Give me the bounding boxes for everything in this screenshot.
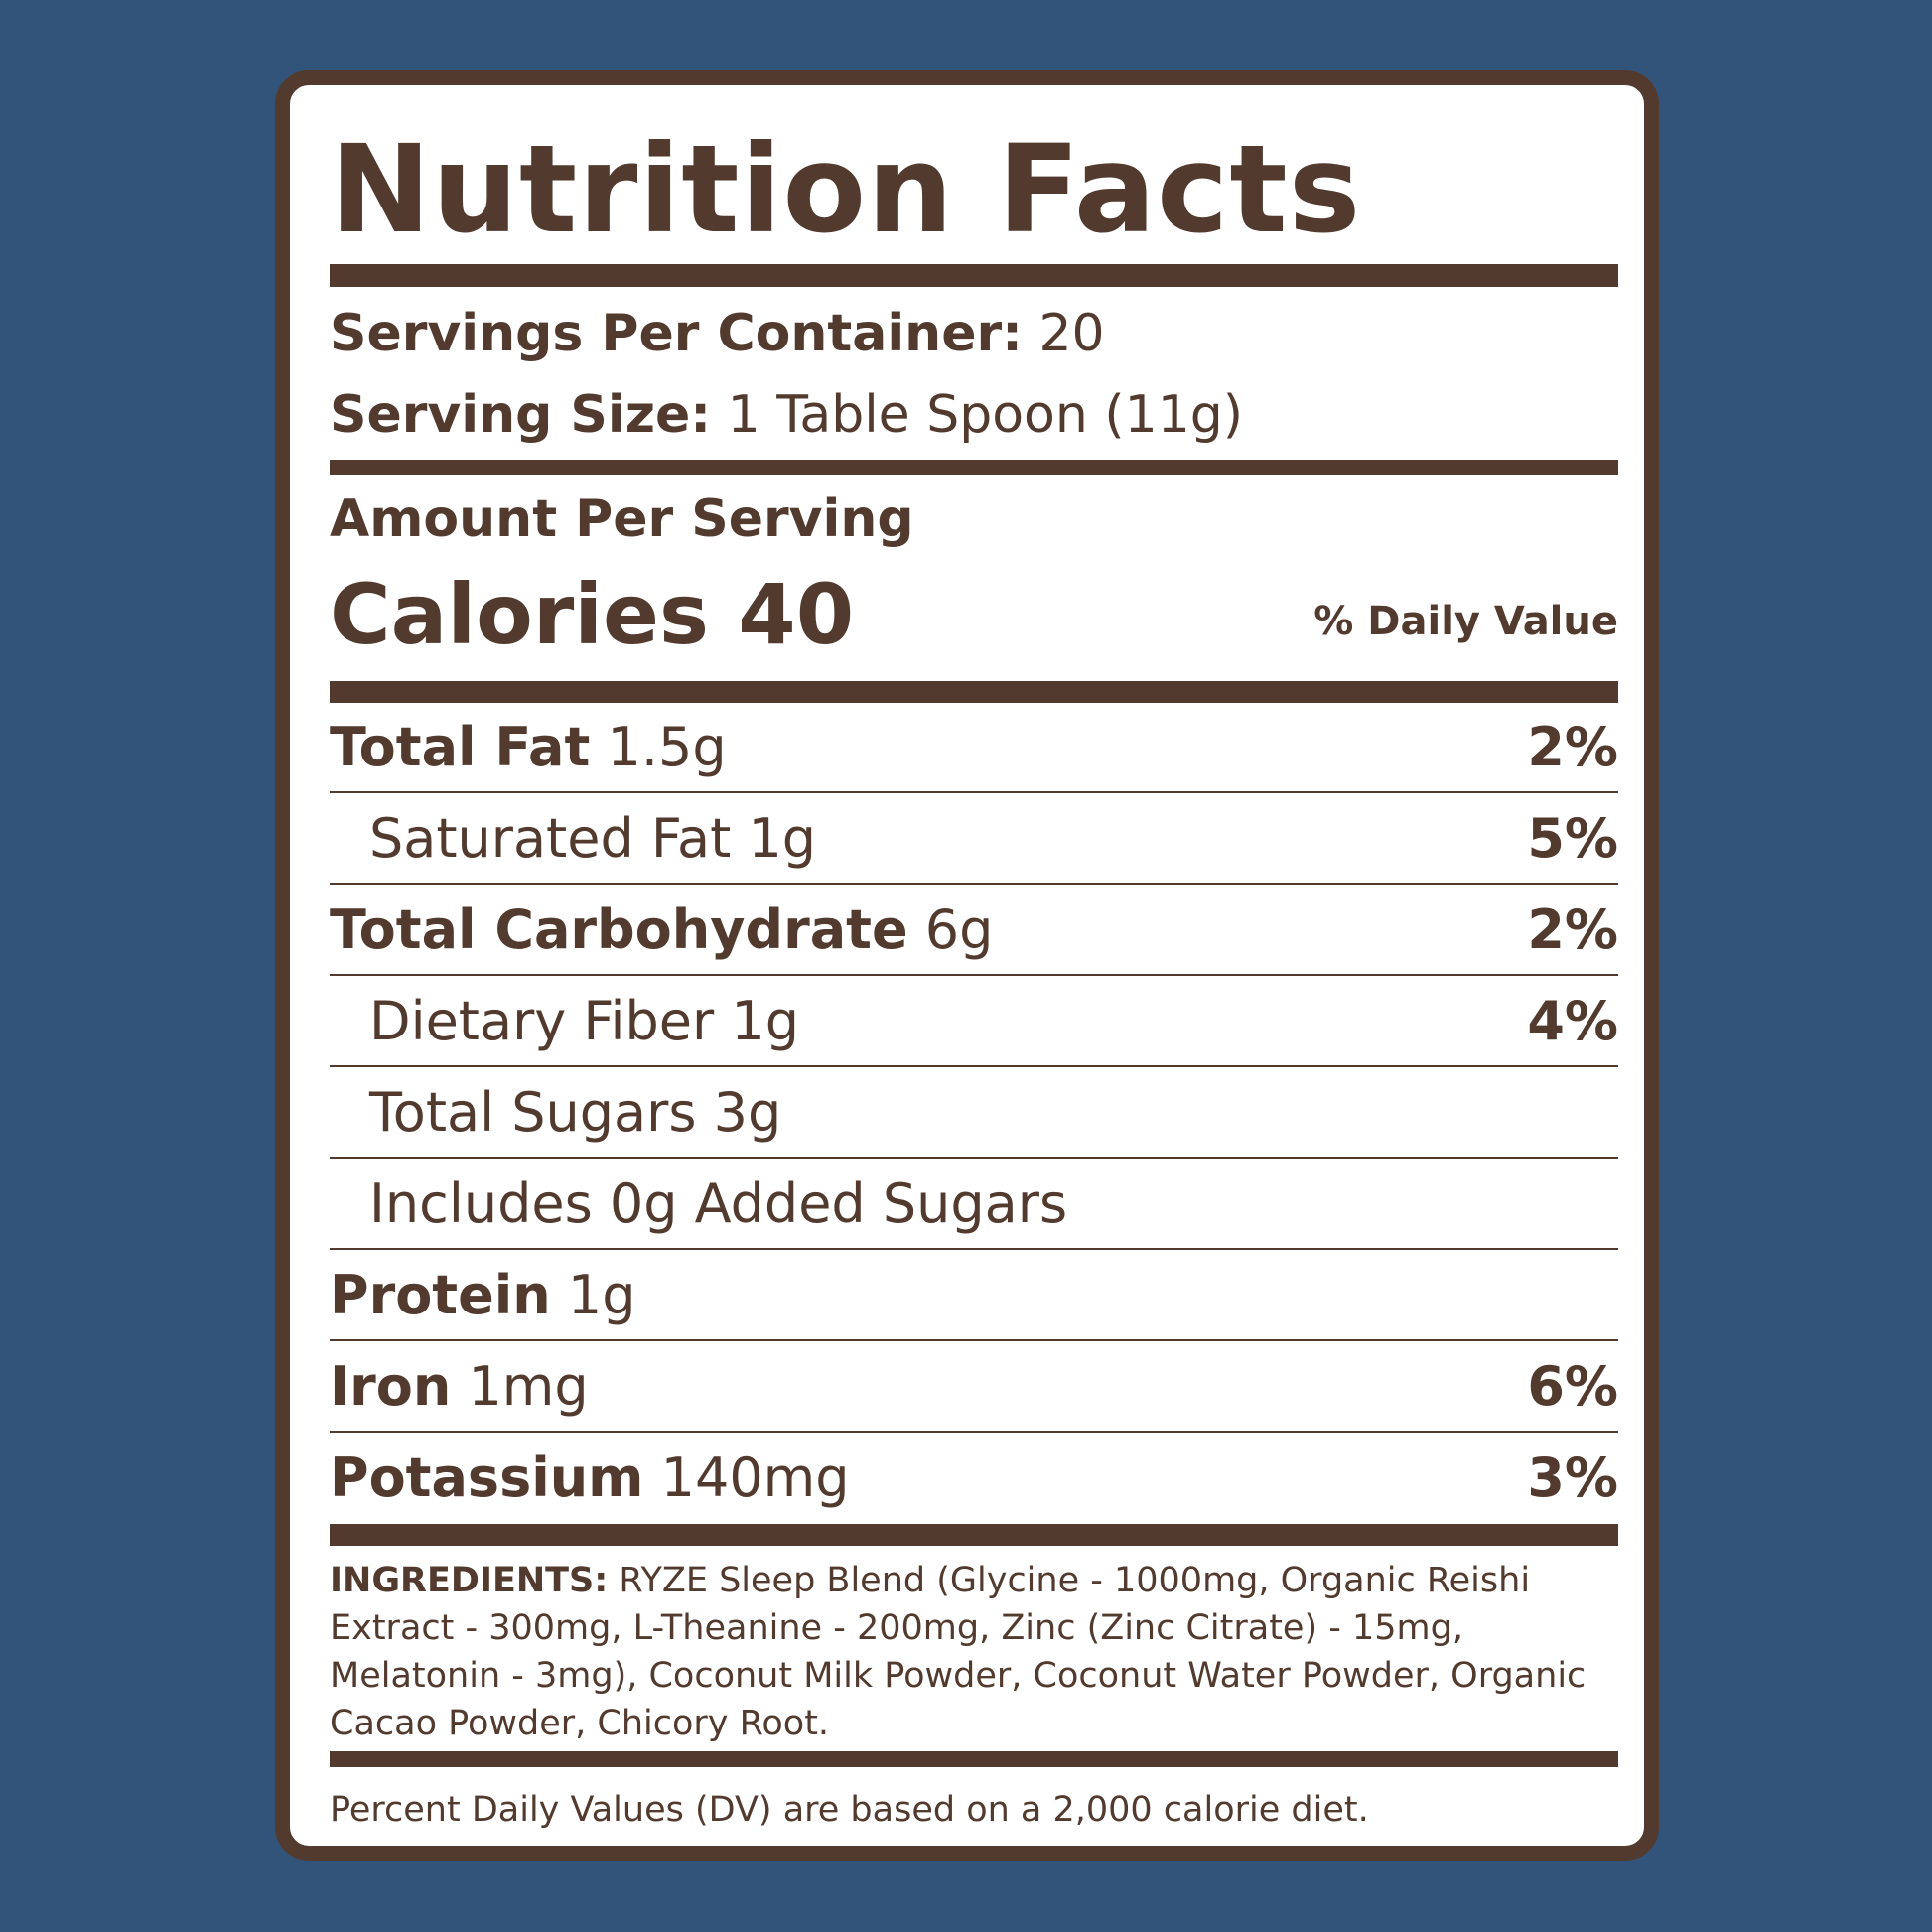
nutrient-name: Total Carbohydrate <box>330 897 908 961</box>
nutrient-dv: 6% <box>1527 1354 1618 1418</box>
nutrient-amount: 1.5g <box>607 715 727 778</box>
nutrient-dv: 2% <box>1527 897 1618 961</box>
nutrient-row-protein: Protein 1g <box>330 1250 1618 1341</box>
medium-divider <box>330 1751 1618 1767</box>
nutrient-dv: 3% <box>1527 1446 1618 1509</box>
nutrient-row-dietary-fiber: Dietary Fiber 1g 4% <box>330 976 1618 1067</box>
daily-value-header: % Daily Value <box>1313 599 1618 644</box>
nutrient-row-total-fat: Total Fat 1.5g 2% <box>330 702 1618 793</box>
nutrient-dv: 5% <box>1527 806 1618 870</box>
servings-label: Servings Per Container: <box>330 304 1023 363</box>
nutrient-amount: 3g <box>713 1080 782 1144</box>
serving-size-label: Serving Size: <box>330 385 712 445</box>
thick-divider <box>330 264 1618 287</box>
nutrient-dv: 4% <box>1527 989 1618 1052</box>
nutrient-row-total-carbohydrate: Total Carbohydrate 6g 2% <box>330 885 1618 976</box>
nutrient-list: Total Fat 1.5g 2% Saturated Fat 1g 5% Tota… <box>330 702 1618 1522</box>
nutrient-amount: 1g <box>731 989 800 1052</box>
nutrient-amount: 1mg <box>468 1354 589 1418</box>
nutrient-dv: 2% <box>1527 715 1618 778</box>
nutrient-row-total-sugars: Total Sugars 3g <box>330 1067 1618 1159</box>
ingredients-text: RYZE Sleep Blend (Glycine - 1000mg, Orga… <box>330 1561 1587 1743</box>
ingredients-label: INGREDIENTS: <box>330 1561 609 1600</box>
nutrient-row-added-sugars: Includes 0g Added Sugars <box>330 1159 1618 1250</box>
nutrient-amount: 1g <box>567 1263 636 1326</box>
servings-value: 20 <box>1038 304 1105 363</box>
thick-divider <box>330 1524 1618 1546</box>
amount-per-serving: Amount Per Serving <box>330 489 914 549</box>
nutrient-amount: 140mg <box>660 1446 850 1509</box>
nutrient-row-iron: Iron 1mg 6% <box>330 1341 1618 1433</box>
nutrient-name: Iron <box>330 1354 452 1418</box>
nutrition-facts-panel: Nutrition Facts Servings Per Container: … <box>275 70 1659 1861</box>
nutrient-name: Total Sugars <box>369 1080 697 1144</box>
nutrient-row-potassium: Potassium 140mg 3% <box>330 1433 1618 1522</box>
serving-size: Serving Size: 1 Table Spoon (11g) <box>330 389 1618 441</box>
nutrient-name: Dietary Fiber <box>369 989 715 1052</box>
panel-title: Nutrition Facts <box>330 119 1362 260</box>
nutrient-amount: 6g <box>924 897 994 961</box>
nutrient-name: Total Fat <box>330 715 591 778</box>
nutrient-name: Potassium <box>330 1446 644 1509</box>
nutrient-amount: 1g <box>748 806 817 870</box>
medium-divider <box>330 460 1618 475</box>
ingredients: INGREDIENTS: RYZE Sleep Blend (Glycine -… <box>330 1557 1604 1747</box>
nutrient-row-saturated-fat: Saturated Fat 1g 5% <box>330 793 1618 885</box>
calories-label: Calories <box>330 566 710 663</box>
nutrient-name: Saturated Fat <box>369 806 732 870</box>
nutrient-name: Protein <box>330 1263 551 1326</box>
calories-value: 40 <box>738 566 855 663</box>
thick-divider <box>330 681 1618 703</box>
nutrient-name: Includes 0g Added Sugars <box>369 1172 1068 1235</box>
calories: Calories 40 <box>330 573 1618 656</box>
serving-size-value: 1 Table Spoon (11g) <box>727 385 1244 445</box>
footnote: Percent Daily Values (DV) are based on a… <box>330 1790 1369 1830</box>
servings-per-container: Servings Per Container: 20 <box>330 308 1618 359</box>
